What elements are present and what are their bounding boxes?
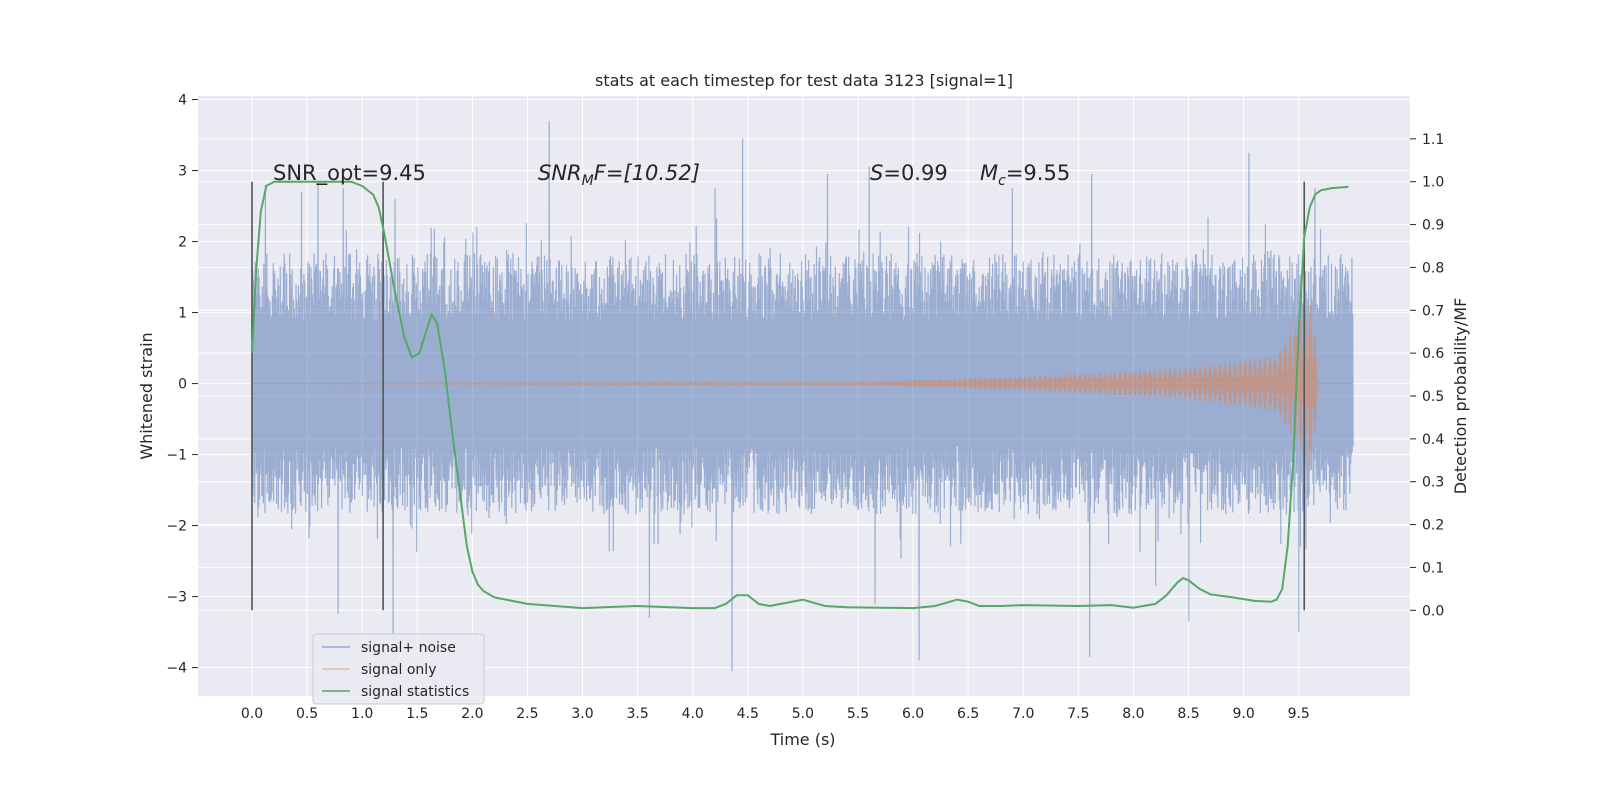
annotation-s-stat: S=0.99 bbox=[870, 161, 948, 185]
y-tick-label: 1 bbox=[178, 306, 187, 322]
x-tick-labels: 0.0 0.5 1.0 1.5 2.0 2.5 3.0 3.5 4.0 4.5 5.0 5.5 6.0 6… bbox=[241, 706, 1310, 722]
x-tick-label: 4.0 bbox=[682, 706, 704, 722]
y-tick-label: −2 bbox=[166, 519, 187, 535]
y2-tick-label: 0.0 bbox=[1422, 603, 1444, 619]
y-tick-labels: 4 3 2 1 0 −1 −2 −3 −4 bbox=[166, 93, 198, 677]
y2-tick-label: 0.1 bbox=[1422, 560, 1444, 576]
s-letter: S bbox=[870, 161, 883, 185]
y2-tick-label: 1.1 bbox=[1422, 132, 1444, 148]
x-tick-label: 2.0 bbox=[461, 706, 483, 722]
y-tick-label: −4 bbox=[166, 661, 187, 677]
x-tick-label: 3.0 bbox=[571, 706, 593, 722]
x-tick-label: 4.5 bbox=[737, 706, 759, 722]
annotation-mc: Mc=9.55 bbox=[980, 161, 1070, 189]
x-tick-label: 7.0 bbox=[1012, 706, 1034, 722]
signal-statistics-series bbox=[251, 180, 1349, 610]
y2-tick-label: 0.9 bbox=[1422, 218, 1444, 234]
snr-mf-rest: F=[10.52] bbox=[594, 161, 700, 185]
mc-letter: M bbox=[980, 161, 998, 185]
x-tick-label: 7.5 bbox=[1067, 706, 1089, 722]
legend-label-signal-only: signal only bbox=[361, 662, 436, 678]
y2-tick-label: 0.8 bbox=[1422, 260, 1444, 276]
legend-box bbox=[312, 633, 485, 705]
signal-only-line bbox=[252, 304, 1353, 466]
signal-noise-series bbox=[251, 120, 1354, 672]
signal-only-series bbox=[252, 304, 1353, 466]
y2-tick-label: 1.0 bbox=[1422, 175, 1444, 191]
y2-tick-label: 0.3 bbox=[1422, 475, 1444, 491]
x-tick-label: 0.5 bbox=[296, 706, 318, 722]
y2-tick-label: 0.6 bbox=[1422, 346, 1444, 362]
x-tick-label: 3.5 bbox=[626, 706, 648, 722]
x-tick-label: 5.0 bbox=[792, 706, 814, 722]
y-tick-label: −3 bbox=[166, 590, 187, 606]
chart-title: stats at each timestep for test data 312… bbox=[595, 71, 1013, 90]
legend: signal+ noise signal only signal statist… bbox=[312, 633, 485, 705]
x-tick-label: 6.5 bbox=[957, 706, 979, 722]
y-tick-label: −1 bbox=[166, 448, 187, 464]
x-tick-label: 1.0 bbox=[351, 706, 373, 722]
y-tick-label: 0 bbox=[178, 377, 187, 393]
y-axis-label: Whitened strain bbox=[137, 332, 156, 459]
x-tick-label: 5.5 bbox=[847, 706, 869, 722]
y2-axis-label: Detection probability/MF bbox=[1451, 298, 1470, 495]
y-tick-label: 3 bbox=[178, 164, 187, 180]
x-tick-label: 9.5 bbox=[1288, 706, 1310, 722]
y2-tick-label: 0.7 bbox=[1422, 303, 1444, 319]
annotation-snr-mf: SNRMF=[10.52] bbox=[538, 161, 700, 189]
x-tick-label: 8.5 bbox=[1177, 706, 1199, 722]
x-tick-label: 6.0 bbox=[902, 706, 924, 722]
s-value: =0.99 bbox=[883, 161, 947, 185]
legend-label-signal-statistics: signal statistics bbox=[361, 684, 469, 700]
y-tick-label: 2 bbox=[178, 235, 187, 251]
x-tick-label: 1.5 bbox=[406, 706, 428, 722]
y2-tick-label: 0.2 bbox=[1422, 518, 1444, 534]
mc-value: =9.55 bbox=[1006, 161, 1070, 185]
snr-mf-base: SNR bbox=[538, 161, 582, 185]
signal-noise-line bbox=[251, 120, 1354, 672]
y2-tick-label: 0.5 bbox=[1422, 389, 1444, 405]
snr-mf-sub: M bbox=[582, 173, 594, 189]
mc-sub: c bbox=[998, 173, 1006, 189]
x-tick-label: 0.0 bbox=[241, 706, 263, 722]
x-tick-label: 2.5 bbox=[516, 706, 538, 722]
y2-tick-labels: 1.1 1.0 0.9 0.8 0.7 0.6 0.5 0.4 0.3 0.2 0.1 0.0 bbox=[1410, 132, 1444, 619]
legend-label-signal-noise: signal+ noise bbox=[361, 640, 456, 656]
signal-statistics-line bbox=[251, 180, 1349, 610]
x-tick-label: 8.0 bbox=[1122, 706, 1144, 722]
y2-tick-label: 0.4 bbox=[1422, 432, 1444, 448]
x-tick-label: 9.0 bbox=[1232, 706, 1254, 722]
annotation-snr-opt: SNR_opt=9.45 bbox=[273, 161, 426, 186]
y-tick-label: 4 bbox=[178, 93, 187, 109]
x-axis-label: Time (s) bbox=[769, 730, 835, 749]
